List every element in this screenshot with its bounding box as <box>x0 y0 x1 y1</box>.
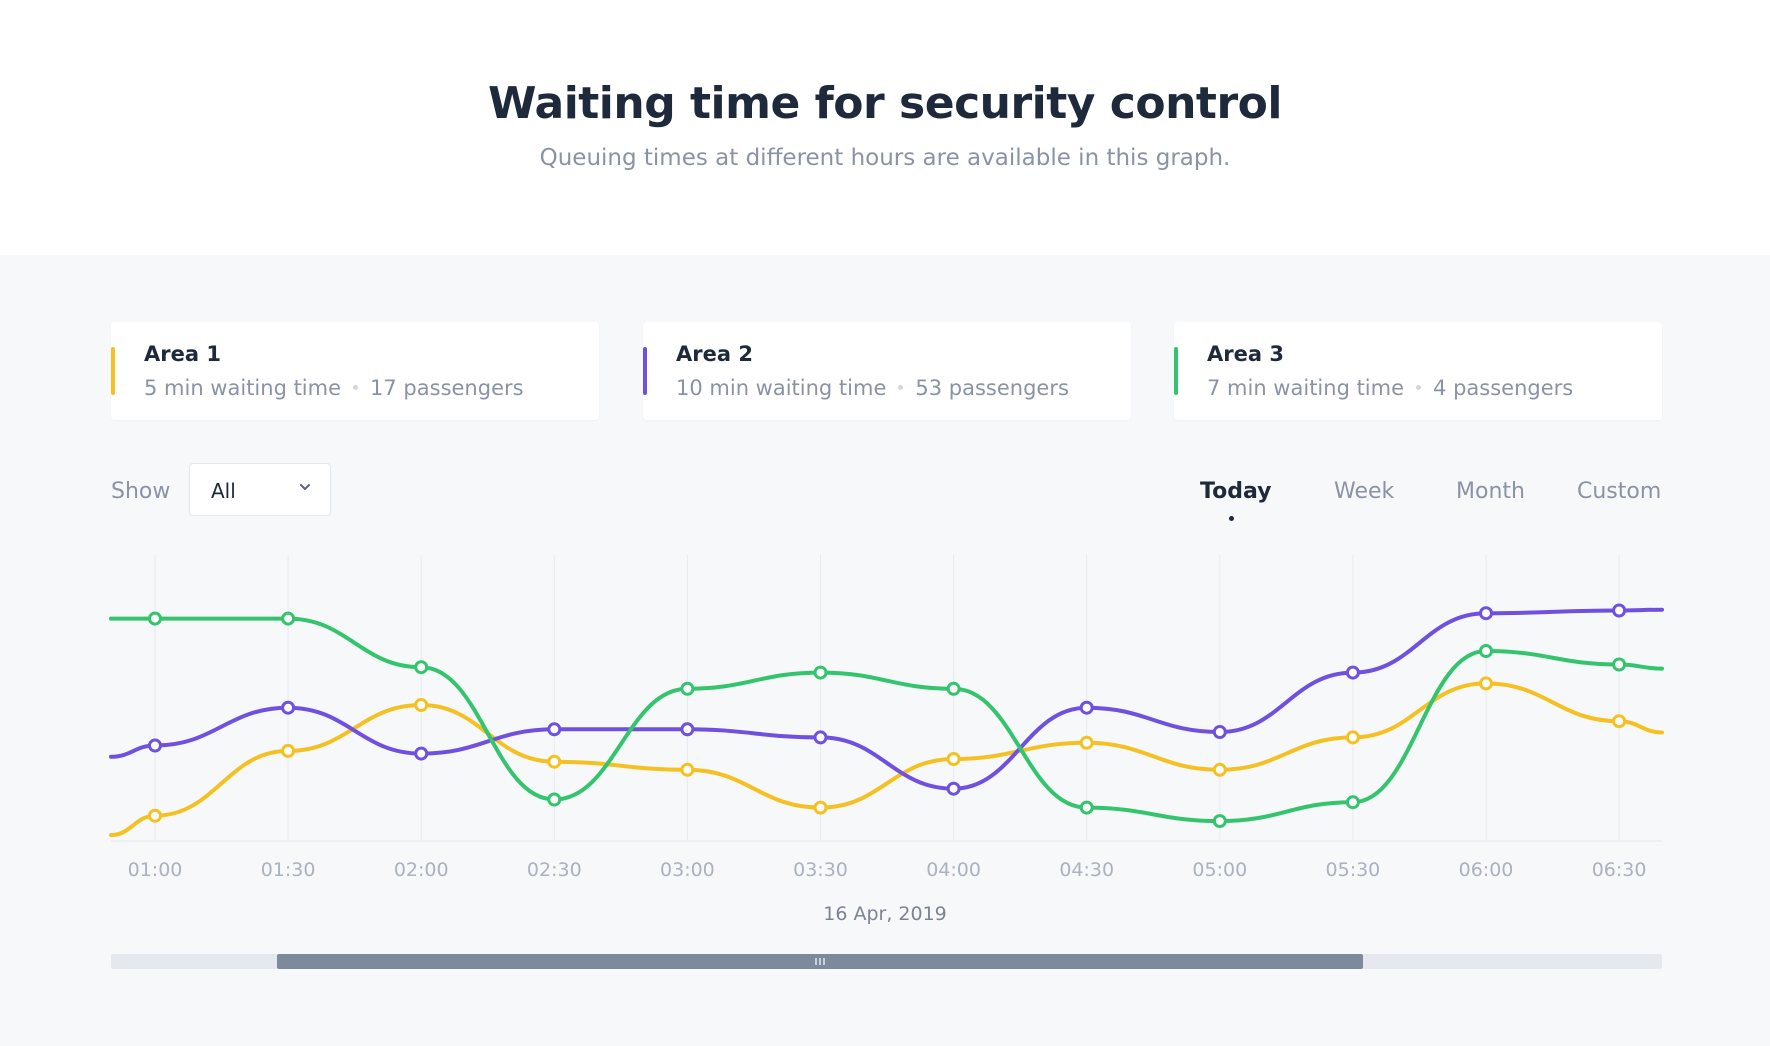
data-point-area-1[interactable] <box>414 698 429 712</box>
x-tick-label: 03:00 <box>660 859 715 881</box>
data-point-area-3[interactable] <box>148 611 162 626</box>
area-waiting-time: 7 min waiting time <box>1207 376 1405 400</box>
data-point-area-3[interactable] <box>1345 795 1360 810</box>
x-tick-label: 01:00 <box>128 859 183 881</box>
area-color-marker <box>643 347 647 395</box>
x-tick-label: 03:30 <box>793 859 848 881</box>
x-tick-label: 01:30 <box>261 859 316 881</box>
tab-today[interactable]: Today <box>1200 479 1272 504</box>
data-point-area-3[interactable] <box>414 660 429 675</box>
show-filter-value: All <box>211 479 236 503</box>
area-stats: 5 min waiting time 17 passengers <box>144 376 524 400</box>
x-tick-label: 06:00 <box>1459 859 1514 881</box>
page-subtitle: Queuing times at different hours are ava… <box>539 145 1231 171</box>
series-line-area-2 <box>109 607 1664 791</box>
x-tick-label: 04:30 <box>1059 859 1114 881</box>
data-point-area-2[interactable] <box>1345 665 1360 680</box>
x-tick-label: 06:30 <box>1592 859 1647 881</box>
data-point-area-3[interactable] <box>281 611 296 626</box>
area-waiting-time: 10 min waiting time <box>676 376 887 400</box>
data-point-area-1[interactable] <box>1479 676 1493 691</box>
data-point-area-3[interactable] <box>1479 644 1493 658</box>
data-point-area-2[interactable] <box>813 730 828 745</box>
page-title: Waiting time for security control <box>488 78 1282 129</box>
area-name: Area 2 <box>676 342 753 366</box>
data-point-area-2[interactable] <box>547 722 562 737</box>
data-point-area-1[interactable] <box>281 743 296 758</box>
area-passengers: 53 passengers <box>915 376 1069 400</box>
data-point-area-3[interactable] <box>1212 814 1227 829</box>
header: Waiting time for security control Queuin… <box>0 0 1770 255</box>
data-point-area-2[interactable] <box>1479 606 1493 621</box>
area-stats: 7 min waiting time 4 passengers <box>1207 376 1573 400</box>
data-point-area-1[interactable] <box>1212 762 1227 777</box>
chart-date-label: 16 Apr, 2019 <box>823 903 947 925</box>
area-color-marker <box>111 347 115 395</box>
tab-week[interactable]: Week <box>1334 479 1395 504</box>
area-stats: 10 min waiting time 53 passengers <box>676 376 1069 400</box>
data-point-area-1[interactable] <box>1345 730 1360 745</box>
data-point-area-2[interactable] <box>414 746 429 761</box>
grip-icon <box>814 958 825 965</box>
data-point-area-2[interactable] <box>680 722 695 737</box>
chart-scrollbar-track[interactable] <box>111 954 1662 969</box>
active-tab-indicator <box>1229 516 1234 521</box>
data-point-area-1[interactable] <box>148 808 162 823</box>
data-point-area-2[interactable] <box>148 738 162 753</box>
data-point-area-3[interactable] <box>813 665 828 680</box>
data-point-area-1[interactable] <box>813 800 828 815</box>
area-card-2[interactable]: Area 2 10 min waiting time 53 passengers <box>643 322 1131 420</box>
chart-scrollbar-thumb[interactable] <box>276 954 1363 969</box>
area-card-3[interactable]: Area 3 7 min waiting time 4 passengers <box>1174 322 1662 420</box>
x-tick-label: 02:00 <box>394 859 449 881</box>
data-point-area-1[interactable] <box>680 762 695 777</box>
data-point-area-3[interactable] <box>680 681 695 696</box>
separator-dot <box>898 384 904 390</box>
data-point-area-1[interactable] <box>547 754 562 769</box>
data-point-area-3[interactable] <box>1612 657 1627 672</box>
data-point-area-3[interactable] <box>946 681 961 696</box>
data-point-area-3[interactable] <box>1079 800 1094 815</box>
area-waiting-time: 5 min waiting time <box>144 376 342 400</box>
tab-month[interactable]: Month <box>1456 479 1525 504</box>
data-point-area-2[interactable] <box>946 781 961 796</box>
area-passengers: 17 passengers <box>370 376 524 400</box>
data-point-area-1[interactable] <box>1079 735 1094 750</box>
separator-dot <box>353 384 359 390</box>
area-name: Area 3 <box>1207 342 1284 366</box>
series-line-area-3 <box>109 616 1664 824</box>
area-color-marker <box>1174 347 1178 395</box>
x-tick-label: 05:00 <box>1192 859 1247 881</box>
data-point-area-2[interactable] <box>281 700 296 715</box>
tab-custom[interactable]: Custom <box>1577 479 1662 504</box>
area-name: Area 1 <box>144 342 221 366</box>
data-point-area-3[interactable] <box>547 792 562 807</box>
chevron-down-icon <box>300 484 310 490</box>
waiting-time-line-chart: 01:00 01:30 02:00 02:30 03:00 03:30 04:00 04:30… <box>109 555 1664 881</box>
area-passengers: 4 passengers <box>1433 376 1574 400</box>
x-tick-label: 04:00 <box>926 859 981 881</box>
show-filter-label: Show <box>111 479 171 504</box>
data-point-area-1[interactable] <box>946 752 961 766</box>
x-tick-label: 05:30 <box>1326 859 1381 881</box>
separator-dot <box>1416 384 1422 390</box>
area-card-1[interactable]: Area 1 5 min waiting time 17 passengers <box>111 322 599 420</box>
data-point-area-2[interactable] <box>1612 603 1627 618</box>
show-filter-select[interactable]: All <box>189 463 331 516</box>
x-tick-label: 02:30 <box>527 859 582 881</box>
data-point-area-2[interactable] <box>1212 725 1227 739</box>
data-point-area-1[interactable] <box>1612 714 1627 729</box>
data-point-area-2[interactable] <box>1079 700 1094 715</box>
